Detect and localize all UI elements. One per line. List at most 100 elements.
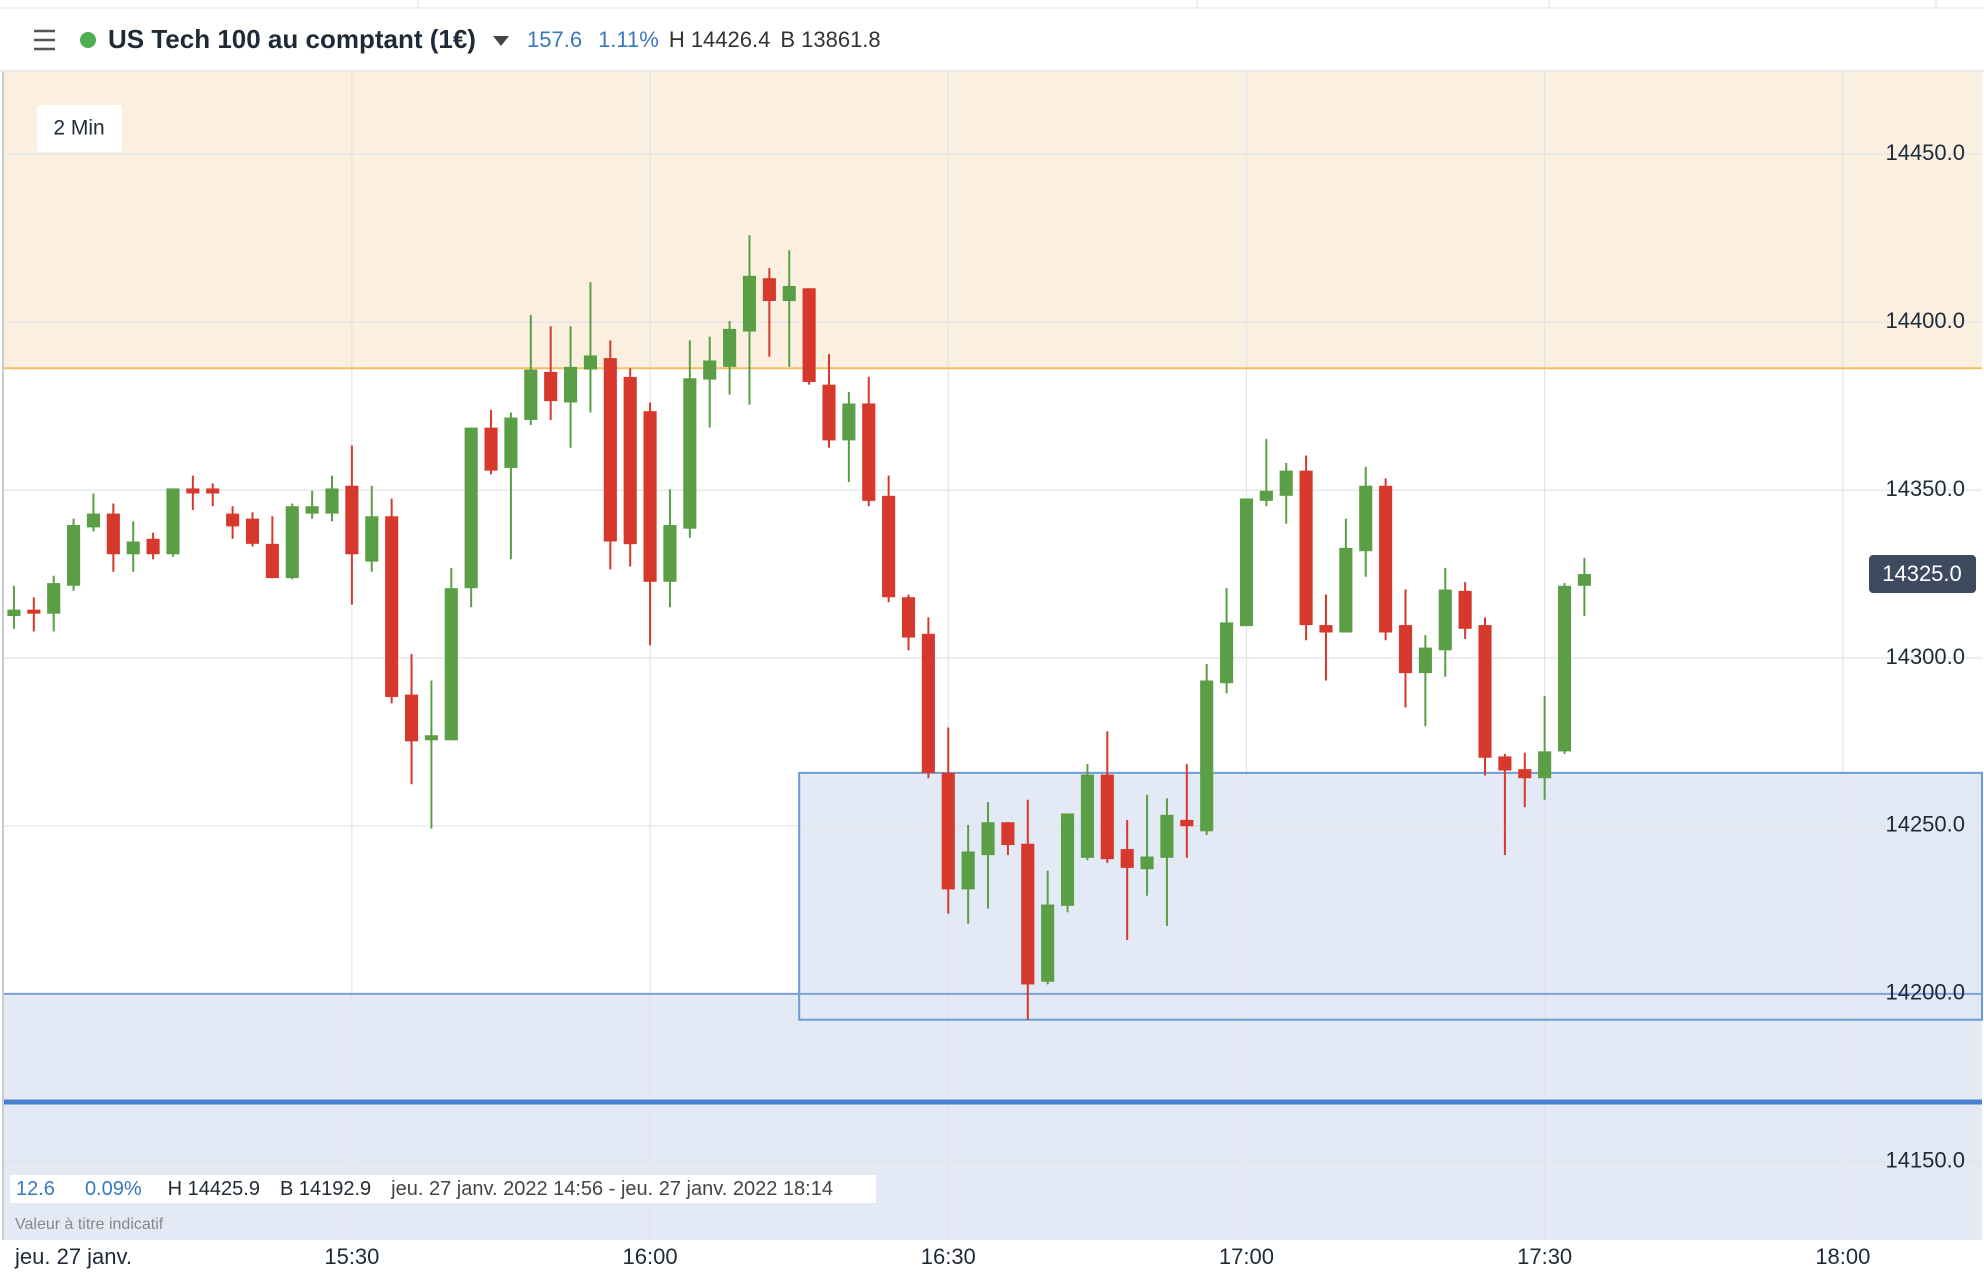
candle-body — [1398, 625, 1413, 674]
summary-low: B 14192.9 — [280, 1178, 371, 1200]
label-layer: 14150.0 14200.0 14250.0 14300.0 14350.0 14400… — [324, 140, 1976, 1269]
candle-body — [1557, 585, 1572, 752]
candle-body — [404, 694, 419, 742]
candle-body — [882, 495, 896, 598]
instrument-name[interactable]: US Tech 100 au comptant (1€) — [108, 24, 476, 54]
candle-body — [226, 513, 240, 527]
y-tick-label: 14250.0 — [1885, 812, 1965, 837]
y-tick-label: 14450.0 — [1885, 140, 1965, 165]
candle-body — [1001, 822, 1015, 846]
candle-body — [842, 403, 856, 441]
candle-body — [186, 488, 200, 494]
candle-body — [1021, 843, 1035, 985]
candle-body — [524, 369, 538, 420]
candle-body — [67, 525, 81, 586]
change: 157.6 — [527, 27, 582, 52]
candle-body — [921, 633, 935, 773]
candle-body — [802, 288, 816, 382]
candle-body — [723, 328, 737, 367]
candle-body — [643, 411, 657, 582]
candle-body — [961, 851, 975, 890]
candle-body — [1060, 813, 1075, 906]
header-bar — [0, 0, 1984, 71]
last-price-badge — [1869, 555, 1976, 594]
y-tick-label: 14200.0 — [1885, 980, 1965, 1005]
support-box-outline — [798, 771, 1983, 1021]
candle-body — [703, 360, 717, 380]
candle-body — [1160, 814, 1174, 858]
candle-body — [444, 588, 458, 741]
candle-body — [1319, 625, 1333, 633]
candle-body — [1140, 856, 1154, 870]
candle-body — [27, 609, 41, 614]
candle-body — [325, 488, 339, 514]
disclaimer: Valeur à titre indicatif — [15, 1216, 164, 1233]
candle-body — [1379, 485, 1393, 633]
candle-layer — [7, 235, 1591, 1020]
candle-body — [1180, 819, 1194, 827]
candle-body — [742, 275, 757, 332]
y-tick-label: 14300.0 — [1885, 644, 1965, 669]
x-tick-label: 16:30 — [921, 1244, 976, 1269]
resistance-zone — [4, 72, 1982, 369]
candle-body — [166, 488, 180, 555]
candle-body — [1100, 774, 1114, 860]
background-layer — [2, 72, 1982, 1240]
y-tick-label: 14150.0 — [1885, 1148, 1965, 1173]
candle-body — [683, 378, 697, 529]
menu-button[interactable] — [34, 29, 55, 51]
candle-body — [862, 403, 876, 501]
candle-body — [1418, 647, 1432, 674]
candle-body — [603, 358, 617, 542]
candle-body — [305, 506, 319, 514]
last-price-label: 14325.0 — [1882, 561, 1962, 586]
candle-body — [822, 384, 836, 441]
candle-body — [146, 538, 160, 555]
candle-body — [126, 541, 140, 555]
candle-body — [106, 513, 120, 555]
summary: 12.6 0.09% H 14425.9 B 14192.9 jeu. 27 janv.… — [16, 1178, 833, 1200]
candle-body — [206, 488, 220, 494]
candle-body — [623, 376, 637, 545]
candle-body — [265, 543, 279, 579]
candle-body — [782, 285, 796, 302]
header-stats: 157.6 1.11% H 14426.4 B 13861.8 — [527, 27, 881, 52]
candle-body — [1518, 769, 1532, 779]
candle-body — [663, 525, 677, 582]
candle-body — [564, 366, 578, 403]
candle-body — [365, 516, 379, 562]
summary-range: jeu. 27 janv. 2022 14:56 - jeu. 27 janv.… — [390, 1178, 833, 1200]
candle-body — [1120, 849, 1134, 868]
x-tick-label: 15:30 — [324, 1244, 379, 1269]
y-tick-label: 14400.0 — [1885, 308, 1965, 333]
candle-body — [285, 506, 299, 579]
timeframe-badge[interactable] — [37, 105, 122, 152]
summary-high: H 14425.9 — [168, 1178, 260, 1200]
candle-body — [1220, 622, 1234, 684]
candle-body — [385, 516, 399, 697]
summary-change-pct: 0.09% — [85, 1178, 142, 1200]
x-tick-label: 16:00 — [623, 1244, 678, 1269]
x-tick-label: 17:30 — [1517, 1244, 1572, 1269]
candle-body — [424, 735, 438, 741]
candle-body — [464, 427, 478, 589]
candle-body — [1299, 470, 1313, 626]
dropdown-arrow[interactable] — [493, 36, 509, 46]
candle-body — [245, 518, 260, 544]
candle-body — [1438, 589, 1452, 651]
candle-body — [7, 609, 21, 617]
candle-body — [1259, 490, 1273, 501]
candle-body — [941, 772, 955, 890]
y-tick-label: 14350.0 — [1885, 476, 1965, 501]
candle-body — [544, 371, 558, 402]
support-box — [799, 772, 1982, 1020]
candle-body — [484, 427, 498, 471]
x-tick-label: 17:00 — [1219, 1244, 1274, 1269]
change-pct: 1.11% — [598, 27, 659, 52]
x-tick-label: 18:00 — [1815, 1244, 1870, 1269]
timeframe-label[interactable]: 2 Min — [53, 117, 104, 140]
candle-body — [1498, 756, 1512, 771]
high: H 14426.4 — [669, 27, 771, 52]
candle-body — [1478, 625, 1492, 758]
